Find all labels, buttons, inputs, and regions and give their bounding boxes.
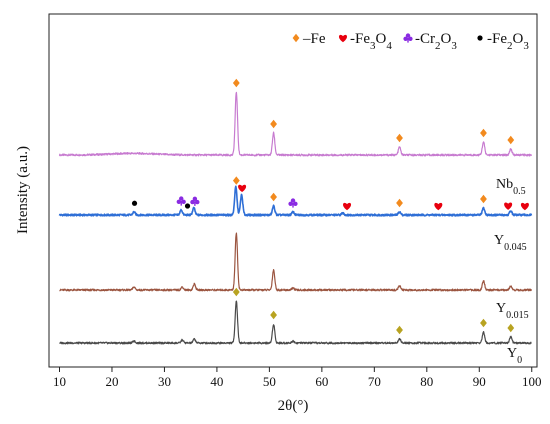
- heart-marker-icon: [520, 202, 529, 211]
- x-tick-label: 40: [210, 374, 223, 389]
- y-axis-title: Intensity (a.u.): [15, 146, 31, 234]
- heart-marker-icon: [343, 202, 352, 211]
- diamond-marker-icon: [270, 310, 277, 320]
- series-label: Y0.045: [494, 233, 527, 253]
- diamond-marker-icon: [396, 325, 403, 335]
- heart-marker-icon: [338, 34, 348, 43]
- series-line: [58, 185, 533, 217]
- heart-marker-icon: [504, 202, 513, 210]
- legend: –Fe -Fe3O4 -Cr2O3 -Fe2O3: [292, 31, 529, 52]
- legend-label: -Cr2O3: [415, 31, 457, 52]
- diamond-marker-icon: [292, 33, 300, 43]
- x-tick-label: 30: [158, 374, 171, 389]
- club-marker-icon: [190, 196, 200, 206]
- diamond-marker-icon: [480, 194, 487, 204]
- heart-marker-icon: [434, 202, 443, 211]
- dot-marker-icon: [477, 35, 483, 41]
- diamond-marker-icon: [232, 78, 240, 88]
- club-marker-icon: [288, 198, 298, 208]
- diamond-marker-icon: [480, 128, 487, 138]
- diamond-marker-icon: [396, 133, 403, 143]
- legend-label: -Fe3O4: [350, 31, 392, 52]
- x-tick-label: 70: [368, 374, 381, 389]
- dot-marker-icon: [184, 203, 191, 209]
- series-label: Nb0.5: [496, 177, 526, 197]
- plot-frame: [48, 13, 538, 368]
- club-marker-icon: [176, 196, 186, 206]
- x-axis-ticks: 10 20 30 40 50 60 70 80 90 100: [53, 367, 542, 389]
- diamond-marker-icon: [507, 135, 515, 145]
- x-tick-label: 90: [473, 374, 486, 389]
- x-tick-label: 10: [53, 374, 66, 389]
- series-label: Y0.015: [496, 301, 529, 321]
- trace-labels: Nb0.5 Y0.045 Y0.015 Y0: [494, 177, 529, 366]
- diamond-marker-icon: [396, 198, 403, 208]
- series-line: [59, 300, 532, 345]
- diamond-marker-icon: [480, 318, 487, 328]
- traces: [58, 91, 533, 345]
- x-tick-label: 80: [420, 374, 433, 389]
- legend-label: –Fe: [302, 31, 326, 47]
- x-axis-title: 2θ(°): [278, 398, 309, 414]
- diamond-marker-icon: [232, 176, 240, 185]
- series-line: [59, 232, 533, 292]
- diamond-marker-icon: [507, 323, 515, 333]
- diamond-marker-icon: [270, 192, 277, 202]
- diamond-marker-icon: [232, 287, 240, 297]
- dot-marker-icon: [131, 200, 138, 206]
- club-marker-icon: [403, 33, 413, 43]
- series-label: Y0: [507, 346, 522, 366]
- x-tick-label: 100: [522, 374, 542, 389]
- x-tick-label: 20: [105, 374, 118, 389]
- phase-markers: [131, 78, 529, 335]
- x-tick-label: 60: [315, 374, 328, 389]
- series-line: [58, 91, 533, 157]
- x-tick-label: 50: [263, 374, 276, 389]
- heart-marker-icon: [238, 184, 247, 193]
- legend-label: -Fe2O3: [487, 31, 529, 52]
- diamond-marker-icon: [270, 119, 277, 129]
